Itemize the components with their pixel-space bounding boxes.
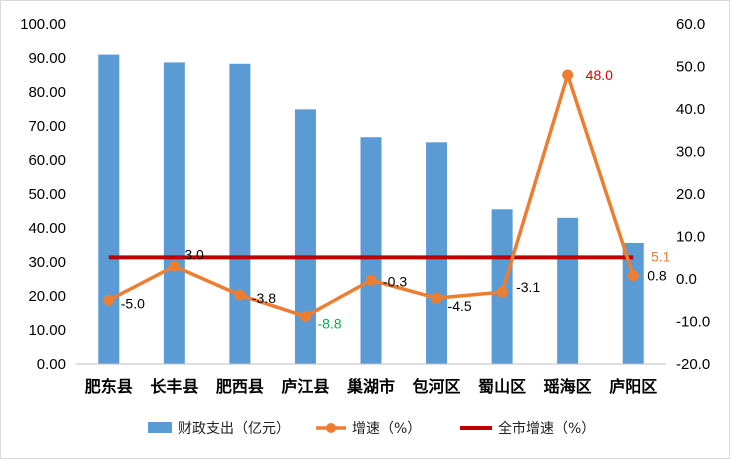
- y-right-tick-label: 60.0: [676, 16, 705, 33]
- data-label-growth: -3.8: [252, 290, 276, 306]
- data-label-growth: 3.0: [184, 246, 204, 262]
- y-left-tick-label: 90.00: [28, 50, 66, 67]
- legend-swatch-bar: [148, 422, 172, 433]
- y-left-tick-label: 80.00: [28, 84, 66, 101]
- data-label-growth: -4.5: [448, 298, 472, 314]
- y-left-tick-label: 60.00: [28, 152, 66, 169]
- bar: [98, 54, 120, 364]
- y-left-tick-label: 70.00: [28, 118, 66, 135]
- legend-label-bar: 财政支出（亿元）: [178, 421, 290, 437]
- bar: [557, 217, 579, 364]
- bar: [163, 62, 185, 365]
- bar: [229, 63, 251, 364]
- series-point-growth: [299, 310, 311, 322]
- y-left-tick-label: 100.00: [20, 16, 66, 33]
- bar: [426, 142, 448, 364]
- x-tick-label: 包河区: [413, 377, 461, 396]
- x-tick-label: 长丰县: [150, 377, 198, 396]
- data-label-growth: 0.8: [647, 268, 667, 284]
- y-left-tick-label: 40.00: [28, 220, 66, 237]
- x-tick-label: 蜀山区: [478, 377, 526, 396]
- y-right-tick-label: -10.0: [676, 314, 710, 331]
- y-right-tick-label: 0.0: [676, 271, 697, 288]
- bar: [294, 109, 316, 364]
- y-left-tick-label: 20.00: [28, 288, 66, 305]
- data-label-growth: -3.1: [516, 279, 540, 295]
- data-label-growth: -0.3: [383, 273, 407, 289]
- y-left-tick-label: 50.00: [28, 186, 66, 203]
- series-point-growth: [562, 69, 574, 81]
- y-right-tick-label: 10.0: [676, 229, 705, 246]
- x-tick-label: 庐江县: [281, 377, 329, 396]
- series-point-growth: [168, 260, 180, 272]
- series-point-growth: [103, 294, 115, 306]
- y-left-tick-label: 10.00: [28, 322, 66, 339]
- y-right-tick-label: -20.0: [676, 356, 710, 373]
- bar: [360, 137, 382, 364]
- x-tick-label: 巢湖市: [346, 377, 395, 396]
- series-point-growth: [365, 274, 377, 286]
- y-left-tick-label: 30.00: [28, 254, 66, 271]
- y-right-tick-label: 50.0: [676, 59, 705, 76]
- series-point-growth: [234, 289, 246, 301]
- series-point-growth: [496, 286, 508, 298]
- data-label-growth: 48.0: [586, 67, 613, 83]
- x-tick-label: 瑶海区: [544, 377, 592, 396]
- series-point-growth: [627, 270, 639, 282]
- x-tick-label: 肥西县: [216, 377, 264, 396]
- legend-label-city-growth: 全市增速（%）: [498, 420, 595, 437]
- y-right-tick-label: 20.0: [676, 186, 705, 203]
- legend-swatch-growth-marker: [326, 423, 336, 433]
- legend-label-growth: 增速（%）: [352, 421, 421, 437]
- x-tick-label: 肥东县: [85, 377, 133, 396]
- y-right-tick-label: 30.0: [676, 144, 705, 161]
- data-label-city-growth: 5.1: [651, 248, 671, 264]
- data-label-growth: -5.0: [121, 295, 145, 311]
- data-label-growth: -8.8: [317, 315, 341, 331]
- series-point-growth: [431, 292, 443, 304]
- y-right-tick-label: 40.0: [676, 101, 705, 118]
- y-left-tick-label: 0.00: [37, 356, 66, 373]
- x-tick-label: 庐阳区: [609, 377, 657, 396]
- bar: [622, 242, 644, 364]
